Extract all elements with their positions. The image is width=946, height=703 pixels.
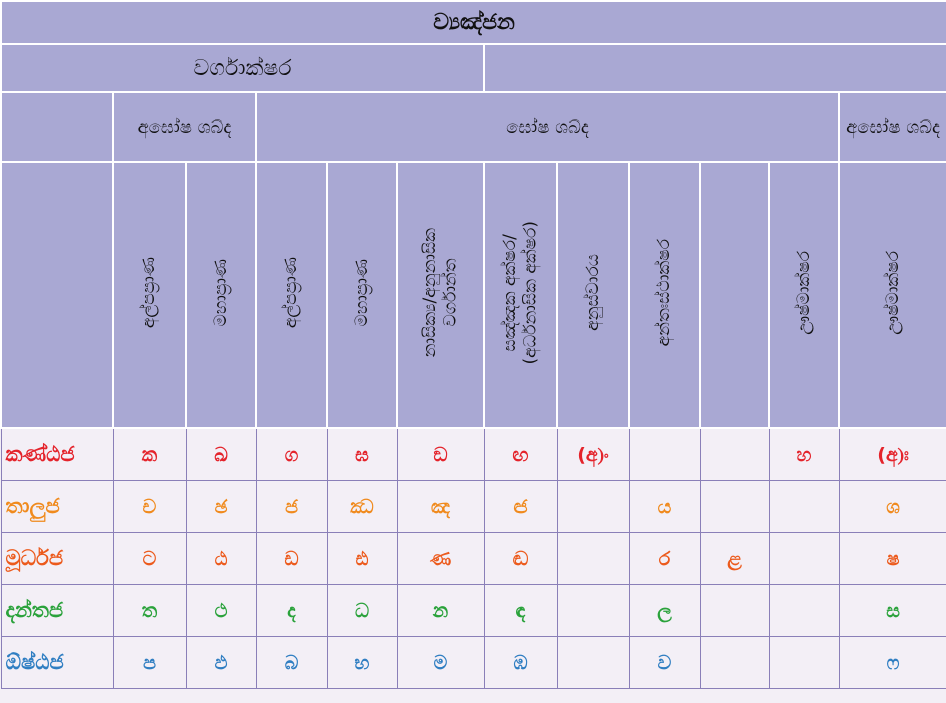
letter-cell <box>768 480 840 533</box>
letter-cell: ඳ <box>483 584 558 637</box>
column-label: අනුස්වාරය <box>582 254 603 331</box>
letter-cell: ග <box>255 427 328 481</box>
letter-cell: (අ)ං <box>556 427 630 481</box>
row-label: දන්තජ <box>0 584 114 637</box>
letter-cell: ක <box>112 427 187 481</box>
letter-cell <box>628 427 701 481</box>
column-label: ඌෂ්මාක්ෂර <box>882 250 903 335</box>
letter-cell: ළ <box>699 532 770 585</box>
column-label-cell: අල්පප්‍රාණ <box>112 161 187 429</box>
letter-cell: ඝ <box>326 427 398 481</box>
column-label-cell: අල්පප්‍රාණ <box>255 161 328 429</box>
blank-cell <box>482 43 946 93</box>
letter-cell: ද <box>255 584 328 637</box>
letter-cell: ව <box>628 636 701 689</box>
letter-cell: ඟ <box>483 427 558 481</box>
letter-cell: ඩ <box>255 532 328 585</box>
column-label: ඌෂ්මාක්ෂර <box>793 250 814 335</box>
letter-cell <box>556 532 630 585</box>
column-label-cell: මහාප්‍රාණ <box>185 161 257 429</box>
letter-cell: ප <box>112 636 187 689</box>
letter-cell: භ <box>326 636 398 689</box>
letter-cell <box>699 480 770 533</box>
row-label: තාලුජ <box>0 480 114 533</box>
column-label-cell: අන්තඃස්ථාක්ෂර <box>628 161 701 429</box>
letter-cell <box>768 532 840 585</box>
column-label-cell: මහාප්‍රාණ <box>326 161 398 429</box>
column-label-cell: නාසික්‍ය/අනුනාසික වර්ගාන්ත <box>396 161 485 429</box>
data-row: මූර්ධජ ට ඨ ඩ ඪ ණ ඬ ර ළ ෂ <box>0 532 946 585</box>
column-label-cell: ඌෂ්මාක්ෂර <box>837 161 946 429</box>
letter-cell: ණ <box>396 532 485 585</box>
row-label: මූර්ධජ <box>0 532 114 585</box>
column-label: මහාප්‍රාණ <box>210 258 231 327</box>
letter-cell <box>699 427 770 481</box>
column-label: මහාප්‍රාණ <box>351 258 372 327</box>
letter-cell: ශ <box>838 480 946 533</box>
table-title: ව්‍යඤ්ජන <box>0 0 946 45</box>
group-header: අඝෝෂ ශබ්ද <box>837 91 946 163</box>
blank-cell <box>0 91 114 163</box>
letter-cell: බ <box>255 636 328 689</box>
data-row: තාලුජ ච ඡ ජ ඣ ඤ ඦ ය ශ <box>0 480 946 533</box>
letter-cell <box>768 584 840 637</box>
column-label-cell: අනුස්වාරය <box>556 161 630 429</box>
column-label-row: අල්පප්‍රාණ මහාප්‍රාණ අල්පප්‍රාණ මහාප්‍රාණ නා… <box>0 161 946 429</box>
letter-cell <box>556 584 630 637</box>
column-label: නාසික්‍ය/අනුනාසික වර්ගාන්ත <box>420 227 461 358</box>
column-label: අන්තඃස්ථාක්ෂර <box>654 238 675 347</box>
letter-cell: න <box>396 584 485 637</box>
column-label: අල්පප්‍රාණ <box>139 256 160 329</box>
blank-cell <box>0 161 114 429</box>
letter-cell <box>699 584 770 637</box>
letter-cell: ල <box>628 584 701 637</box>
letter-cell: ඹ <box>483 636 558 689</box>
letter-cell: ඤ <box>396 480 485 533</box>
letter-cell <box>556 480 630 533</box>
row-label: ඕෂ්ඨජ <box>0 636 114 689</box>
letter-cell <box>699 636 770 689</box>
letter-cell: ම <box>396 636 485 689</box>
letter-cell: ඨ <box>185 532 257 585</box>
letter-cell: (අ)ඃ <box>838 427 946 481</box>
letter-cell: ඞ <box>396 427 485 481</box>
letter-cell: ජ <box>255 480 328 533</box>
letter-cell: ෆ <box>838 636 946 689</box>
group-header: අඝෝෂ ශබ්ද <box>112 91 257 163</box>
letter-cell: ර <box>628 532 701 585</box>
letter-cell: ඪ <box>326 532 398 585</box>
letter-cell: ඦ <box>483 480 558 533</box>
column-label-cell: සඤ්ඤක අක්ෂර/ (අර්ධනාසික අක්ෂර) <box>483 161 558 429</box>
data-row: ඕෂ්ඨජ ප ඵ බ භ ම ඹ ව ෆ <box>0 636 946 689</box>
data-row: දන්තජ ත ථ ද ධ න ඳ ල ස <box>0 584 946 637</box>
letter-cell: හ <box>768 427 840 481</box>
letter-cell: ඡ <box>185 480 257 533</box>
letter-cell <box>556 636 630 689</box>
letter-cell: ඣ <box>326 480 398 533</box>
letter-cell: ඬ <box>483 532 558 585</box>
letter-cell: ධ <box>326 584 398 637</box>
row-label: කණ්ඨජ <box>0 427 114 481</box>
letter-cell: ය <box>628 480 701 533</box>
column-label: සඤ්ඤක අක්ෂර/ (අර්ධනාසික අක්ෂර) <box>500 220 541 365</box>
subheader: වර්ගාක්ෂර <box>0 43 485 93</box>
letter-cell: ත <box>112 584 187 637</box>
group-header: ඝෝෂ ශබ්ද <box>255 91 840 163</box>
letter-cell: ට <box>112 532 187 585</box>
data-row: කණ්ඨජ ක ඛ ග ඝ ඞ ඟ (අ)ං හ (අ)ඃ <box>0 427 946 481</box>
column-label-cell: ඌෂ්මාක්ෂර <box>768 161 840 429</box>
letter-cell: ඵ <box>185 636 257 689</box>
letter-cell: ඛ <box>185 427 257 481</box>
letter-cell: ථ <box>185 584 257 637</box>
letter-cell <box>768 636 840 689</box>
letter-cell: ෂ <box>838 532 946 585</box>
column-label-cell <box>699 161 770 429</box>
letter-cell: ස <box>838 584 946 637</box>
column-label: අල්පප්‍රාණ <box>281 256 302 329</box>
letter-cell: ච <box>112 480 187 533</box>
